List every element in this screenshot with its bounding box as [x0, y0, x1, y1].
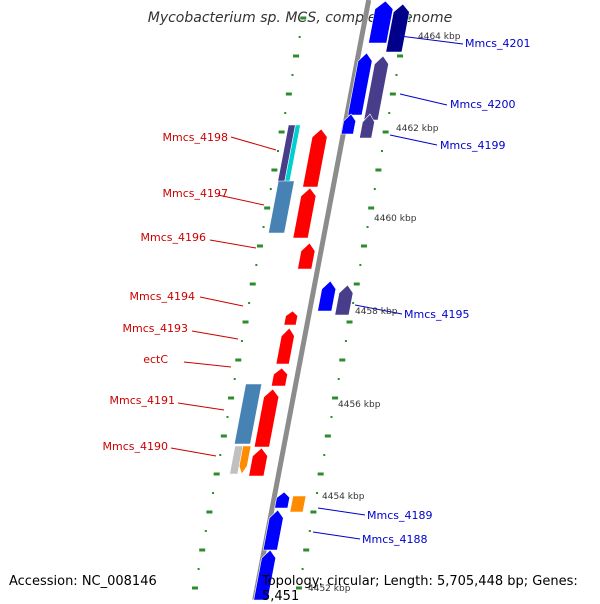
gene-features — [229, 0, 410, 600]
scale-label: 4458 kbp — [355, 307, 398, 317]
leader-line — [199, 296, 244, 307]
gene-label[interactable]: Mmcs_4198 — [163, 131, 228, 144]
gene-label[interactable]: Mmcs_4199 — [440, 139, 505, 152]
gene-feature[interactable] — [283, 310, 299, 326]
leader-line — [170, 447, 217, 457]
gene-feature[interactable] — [297, 242, 316, 270]
leader-line — [230, 136, 277, 151]
gene-feature[interactable] — [317, 280, 337, 312]
gene-label[interactable]: Mmcs_4191 — [110, 394, 175, 407]
scale-label: 4456 kbp — [338, 400, 381, 410]
gene-feature[interactable] — [253, 388, 280, 448]
gene-label[interactable]: Mmcs_4188 — [362, 533, 427, 546]
gene-feature[interactable] — [385, 3, 410, 53]
gene-label[interactable]: Mmcs_4190 — [103, 440, 168, 453]
leader-line — [312, 531, 361, 540]
scale-label: 4462 kbp — [396, 124, 439, 134]
leader-line — [183, 361, 232, 368]
leader-line — [399, 35, 464, 45]
gene-feature[interactable] — [292, 187, 317, 239]
leader-line — [389, 134, 438, 146]
gene-feature[interactable] — [363, 55, 389, 121]
gene-label[interactable]: Mmcs_4194 — [130, 290, 195, 303]
leader-line — [177, 402, 225, 411]
leader-line — [399, 93, 448, 106]
leader-line — [354, 304, 403, 315]
gene-label[interactable]: Mmcs_4196 — [141, 231, 206, 244]
scale-label: 4464 kbp — [418, 32, 461, 42]
leader-line — [217, 194, 265, 206]
gene-label[interactable]: Mmcs_4189 — [367, 509, 432, 522]
gene-feature[interactable] — [359, 113, 375, 139]
scale-label: 4460 kbp — [374, 214, 417, 224]
tick-marks — [191, 16, 411, 590]
gene-feature[interactable] — [275, 327, 295, 365]
leader-line — [209, 239, 257, 249]
gene-labels: Mmcs_4198 Mmcs_4197 Mmcs_4196 Mmcs_4194 Mmcs… — [103, 37, 531, 546]
gene-feature[interactable] — [233, 383, 263, 445]
gene-feature[interactable] — [347, 52, 373, 116]
gene-feature[interactable] — [268, 180, 295, 234]
gene-label[interactable]: Mmcs_4197 — [163, 187, 228, 200]
gene-feature[interactable] — [274, 491, 290, 509]
genome-backbone — [252, 0, 372, 600]
accession-label: Accession: NC_008146 — [9, 574, 157, 589]
gene-label[interactable]: Mmcs_4201 — [465, 37, 530, 50]
gene-label[interactable]: Mmcs_4200 — [450, 98, 515, 111]
gene-label[interactable]: ectC — [143, 353, 168, 366]
gene-label[interactable]: Mmcs_4193 — [123, 322, 188, 335]
gene-feature[interactable] — [229, 445, 244, 475]
gene-feature[interactable] — [368, 0, 394, 44]
leader-line — [317, 507, 366, 516]
gene-feature[interactable] — [253, 549, 276, 600]
gene-feature[interactable] — [302, 128, 328, 188]
gene-feature[interactable] — [262, 509, 284, 551]
scale-label: 4452 kbp — [308, 584, 351, 594]
gene-feature[interactable] — [248, 447, 268, 477]
scale-label: 4454 kbp — [322, 492, 365, 502]
label-leader-lines — [170, 35, 464, 540]
gene-label[interactable]: Mmcs_4195 — [404, 308, 469, 321]
scale-labels: 4464 kbp 4462 kbp 4460 kbp 4458 kbp 4456 kbp… — [308, 32, 461, 594]
gene-feature[interactable] — [334, 284, 354, 316]
leader-line — [191, 330, 239, 340]
gene-feature[interactable] — [238, 445, 252, 475]
gene-feature[interactable] — [289, 495, 307, 513]
gene-feature[interactable] — [270, 367, 288, 387]
gene-feature[interactable] — [340, 113, 357, 135]
